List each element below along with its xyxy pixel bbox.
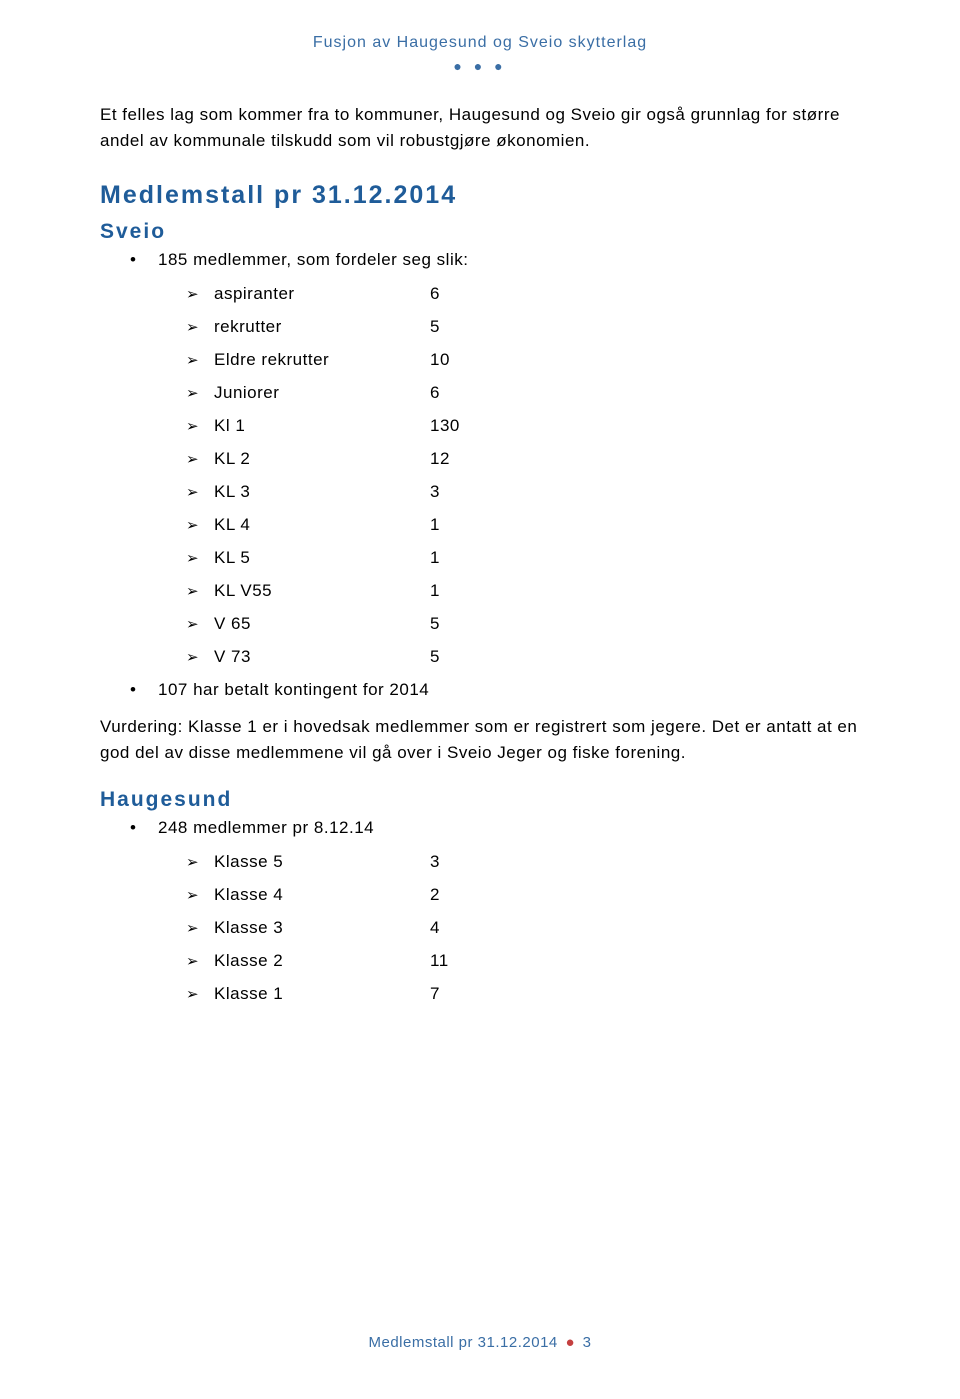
item-label: rekrutter bbox=[214, 317, 430, 337]
chevron-right-icon: ➢ bbox=[186, 450, 214, 468]
item-label: V 73 bbox=[214, 647, 430, 667]
list-item: ➢Klasse 17 bbox=[186, 984, 860, 1004]
item-value: 5 bbox=[430, 614, 440, 634]
list-item: ➢KL 33 bbox=[186, 482, 860, 502]
haugesund-items-list: ➢Klasse 53➢Klasse 42➢Klasse 34➢Klasse 21… bbox=[100, 852, 860, 1004]
chevron-right-icon: ➢ bbox=[186, 582, 214, 600]
haugesund-bullet-1: • 248 medlemmer pr 8.12.14 bbox=[130, 818, 860, 838]
chevron-right-icon: ➢ bbox=[186, 417, 214, 435]
footer-page-number: 3 bbox=[583, 1334, 592, 1351]
item-label: Eldre rekrutter bbox=[214, 350, 430, 370]
item-value: 5 bbox=[430, 647, 440, 667]
bullet-icon: • bbox=[130, 250, 158, 270]
item-value: 4 bbox=[430, 918, 440, 938]
bullet-icon: • bbox=[130, 818, 158, 838]
item-label: KL 4 bbox=[214, 515, 430, 535]
chevron-right-icon: ➢ bbox=[186, 886, 214, 904]
item-value: 1 bbox=[430, 548, 440, 568]
chevron-right-icon: ➢ bbox=[186, 952, 214, 970]
item-value: 6 bbox=[430, 383, 440, 403]
item-value: 10 bbox=[430, 350, 450, 370]
haugesund-heading: Haugesund bbox=[100, 788, 860, 812]
chevron-right-icon: ➢ bbox=[186, 351, 214, 369]
list-item: ➢Klasse 211 bbox=[186, 951, 860, 971]
list-item: ➢Klasse 53 bbox=[186, 852, 860, 872]
item-value: 130 bbox=[430, 416, 460, 436]
footer-dot-icon: ● bbox=[562, 1334, 578, 1351]
item-label: Klasse 4 bbox=[214, 885, 430, 905]
footer-text: Medlemstall pr 31.12.2014 bbox=[368, 1334, 557, 1351]
item-value: 11 bbox=[430, 951, 449, 971]
item-value: 3 bbox=[430, 852, 440, 872]
item-label: Klasse 2 bbox=[214, 951, 430, 971]
sveio-paragraph: Vurdering: Klasse 1 er i hovedsak medlem… bbox=[100, 714, 860, 767]
item-value: 1 bbox=[430, 515, 440, 535]
list-item: ➢Klasse 34 bbox=[186, 918, 860, 938]
list-item: ➢V 655 bbox=[186, 614, 860, 634]
sveio-bullet-2-text: 107 har betalt kontingent for 2014 bbox=[158, 680, 429, 700]
chevron-right-icon: ➢ bbox=[186, 985, 214, 1003]
page-container: Fusjon av Haugesund og Sveio skytterlag … bbox=[0, 0, 960, 1399]
item-label: Klasse 5 bbox=[214, 852, 430, 872]
item-label: KL 3 bbox=[214, 482, 430, 502]
item-label: KL 2 bbox=[214, 449, 430, 469]
item-label: KL V55 bbox=[214, 581, 430, 601]
item-label: Kl 1 bbox=[214, 416, 430, 436]
list-item: ➢Klasse 42 bbox=[186, 885, 860, 905]
sveio-heading: Sveio bbox=[100, 220, 860, 244]
chevron-right-icon: ➢ bbox=[186, 853, 214, 871]
chevron-right-icon: ➢ bbox=[186, 516, 214, 534]
item-label: Klasse 3 bbox=[214, 918, 430, 938]
chevron-right-icon: ➢ bbox=[186, 483, 214, 501]
header-dots: ● ● ● bbox=[100, 58, 860, 74]
item-label: Juniorer bbox=[214, 383, 430, 403]
item-label: Klasse 1 bbox=[214, 984, 430, 1004]
list-item: ➢KL 212 bbox=[186, 449, 860, 469]
page-footer: Medlemstall pr 31.12.2014 ● 3 bbox=[0, 1334, 960, 1351]
sveio-bullet-2: • 107 har betalt kontingent for 2014 bbox=[130, 680, 860, 700]
list-item: ➢aspiranter6 bbox=[186, 284, 860, 304]
list-item: ➢Kl 1130 bbox=[186, 416, 860, 436]
item-label: V 65 bbox=[214, 614, 430, 634]
chevron-right-icon: ➢ bbox=[186, 285, 214, 303]
section-title: Medlemstall pr 31.12.2014 bbox=[100, 181, 860, 210]
list-item: ➢V 735 bbox=[186, 647, 860, 667]
sveio-bullet-1-text: 185 medlemmer, som fordeler seg slik: bbox=[158, 250, 468, 270]
intro-paragraph: Et felles lag som kommer fra to kommuner… bbox=[100, 102, 860, 155]
item-value: 5 bbox=[430, 317, 440, 337]
chevron-right-icon: ➢ bbox=[186, 318, 214, 336]
chevron-right-icon: ➢ bbox=[186, 384, 214, 402]
item-value: 2 bbox=[430, 885, 440, 905]
list-item: ➢KL 41 bbox=[186, 515, 860, 535]
item-value: 7 bbox=[430, 984, 440, 1004]
chevron-right-icon: ➢ bbox=[186, 919, 214, 937]
chevron-right-icon: ➢ bbox=[186, 615, 214, 633]
sveio-items-list: ➢aspiranter6➢rekrutter5➢Eldre rekrutter1… bbox=[100, 284, 860, 667]
item-value: 3 bbox=[430, 482, 440, 502]
list-item: ➢Juniorer6 bbox=[186, 383, 860, 403]
sveio-bullet-1: • 185 medlemmer, som fordeler seg slik: bbox=[130, 250, 860, 270]
chevron-right-icon: ➢ bbox=[186, 648, 214, 666]
chevron-right-icon: ➢ bbox=[186, 549, 214, 567]
item-value: 1 bbox=[430, 581, 440, 601]
item-value: 12 bbox=[430, 449, 450, 469]
running-header: Fusjon av Haugesund og Sveio skytterlag bbox=[100, 34, 860, 52]
haugesund-bullet-1-text: 248 medlemmer pr 8.12.14 bbox=[158, 818, 374, 838]
bullet-icon: • bbox=[130, 680, 158, 700]
list-item: ➢Eldre rekrutter10 bbox=[186, 350, 860, 370]
item-label: KL 5 bbox=[214, 548, 430, 568]
list-item: ➢KL 51 bbox=[186, 548, 860, 568]
item-label: aspiranter bbox=[214, 284, 430, 304]
list-item: ➢rekrutter5 bbox=[186, 317, 860, 337]
list-item: ➢KL V551 bbox=[186, 581, 860, 601]
item-value: 6 bbox=[430, 284, 440, 304]
